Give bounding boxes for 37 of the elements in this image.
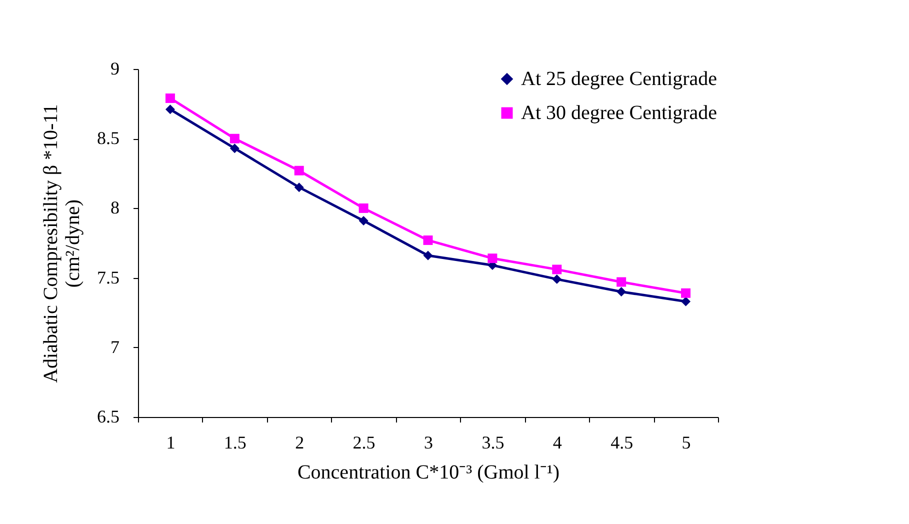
point <box>165 93 175 103</box>
point <box>423 250 433 260</box>
y-tick-label: 8.5 <box>97 128 120 148</box>
x-tick-label: 1 <box>166 432 176 452</box>
point <box>358 216 368 226</box>
text: (cm²/dyne) <box>62 199 84 288</box>
y-tick-label: 7.5 <box>97 267 120 288</box>
point <box>294 182 304 192</box>
x-tick-label: 4.5 <box>610 432 634 452</box>
point <box>681 296 691 306</box>
x-tick-label: 3 <box>424 432 433 452</box>
text: Adiabatic Compresibility β *10-11 <box>40 104 62 383</box>
x-tick-label: 2.5 <box>352 432 376 452</box>
y-tick-label: 8 <box>110 198 120 218</box>
point <box>423 235 433 245</box>
y-tick-label: 9 <box>110 58 120 78</box>
x-axis-title: Concentration C*10⁻³ (Gmol l⁻¹) <box>297 462 560 484</box>
point <box>552 264 562 274</box>
point <box>230 144 240 154</box>
legend-label: At 25 degree Centigrade <box>521 68 718 90</box>
point <box>488 254 498 264</box>
point <box>616 277 626 287</box>
x-tick-label: 3.5 <box>482 432 504 452</box>
point <box>358 203 368 213</box>
point <box>230 134 240 144</box>
y-tick-label: 6.5 <box>97 406 120 426</box>
point <box>165 104 175 114</box>
x-tick-label: 1.5 <box>224 432 246 452</box>
point <box>552 274 562 284</box>
point <box>616 286 626 296</box>
legend-label: At 30 degree Centigrade <box>521 102 718 124</box>
point <box>294 166 304 176</box>
x-tick-label: 5 <box>682 432 691 452</box>
x-tick-label: 2 <box>295 432 304 452</box>
point <box>681 288 691 298</box>
y-tick-label: 7 <box>110 336 120 357</box>
x-tick-label: 4 <box>552 432 562 452</box>
